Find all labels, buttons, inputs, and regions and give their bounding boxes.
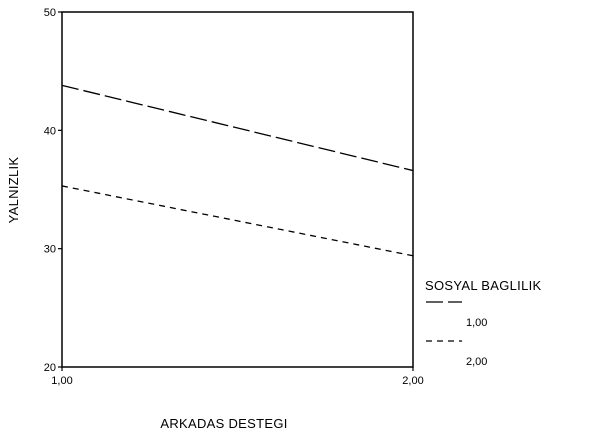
series-lines	[61, 84, 414, 257]
series-line-2	[61, 185, 414, 257]
legend-items: 1,00 2,00	[426, 301, 487, 368]
y-axis-title: YALNIZLIK	[6, 157, 21, 224]
legend: SOSYAL BAGLILIK 1,00 2,00	[425, 278, 542, 368]
series-line-1	[61, 84, 414, 172]
y-tick-label: 40	[44, 125, 56, 137]
y-tick-label: 30	[44, 244, 56, 256]
x-axis-ticks: 1,00 2,00	[51, 367, 424, 387]
y-tick-label: 50	[44, 7, 56, 19]
y-tick-label: 20	[44, 362, 56, 374]
x-tick-label: 2,00	[402, 375, 423, 387]
legend-label-1: 1,00	[466, 317, 487, 329]
plot-frame	[61, 11, 414, 368]
y-axis-ticks: 20 30 40 50	[44, 7, 62, 374]
legend-label-2: 2,00	[466, 356, 487, 368]
x-axis-title: ARKADAS DESTEGI	[160, 416, 287, 431]
legend-title: SOSYAL BAGLILIK	[425, 278, 542, 293]
x-tick-label: 1,00	[51, 375, 72, 387]
